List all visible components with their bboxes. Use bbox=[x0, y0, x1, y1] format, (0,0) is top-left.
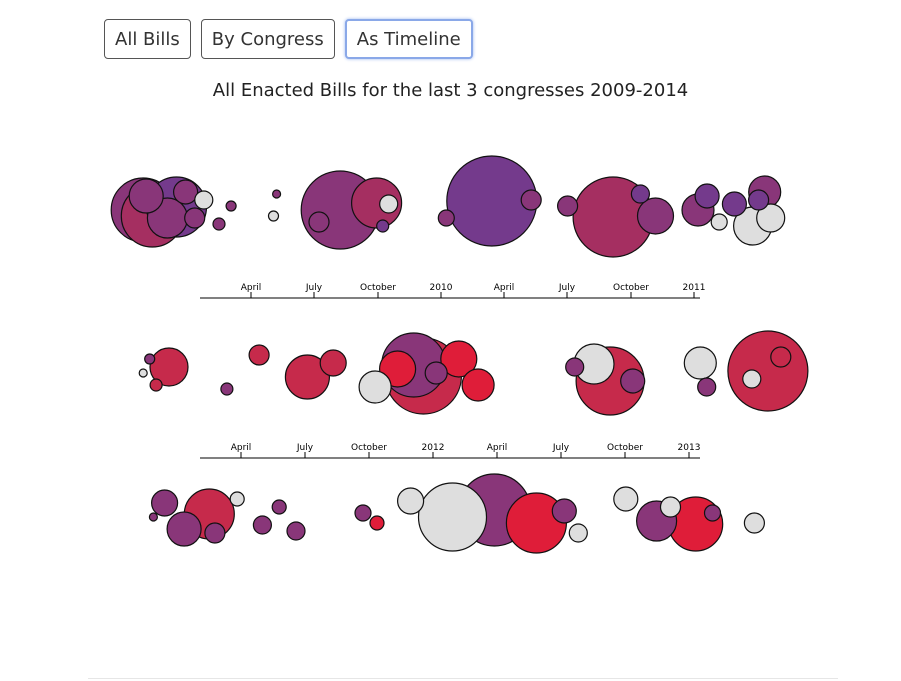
bill-bubble[interactable] bbox=[144, 353, 156, 365]
bill-bubble[interactable] bbox=[636, 197, 675, 235]
bill-bubble[interactable] bbox=[613, 486, 639, 512]
bill-bubble[interactable] bbox=[194, 190, 214, 210]
bill-bubble[interactable] bbox=[212, 217, 226, 231]
congress-row-112 bbox=[138, 330, 809, 416]
bill-bubble[interactable] bbox=[252, 515, 272, 535]
bill-bubble[interactable] bbox=[743, 512, 766, 534]
tick-label: April bbox=[231, 443, 252, 453]
bill-bubble[interactable] bbox=[710, 213, 728, 231]
bill-bubble[interactable] bbox=[397, 487, 425, 515]
bill-bubble[interactable] bbox=[184, 207, 206, 229]
bill-bubble[interactable] bbox=[204, 522, 226, 544]
bill-bubble[interactable] bbox=[354, 504, 372, 522]
tick-label: October bbox=[607, 443, 643, 453]
tick-label: July bbox=[552, 443, 570, 453]
bill-bubble[interactable] bbox=[286, 521, 306, 541]
time-axis-111: April July October 2010 April July October 2011 bbox=[200, 283, 706, 299]
bill-bubble[interactable] bbox=[225, 200, 237, 212]
bill-bubble[interactable] bbox=[358, 370, 392, 404]
bill-bubble[interactable] bbox=[149, 378, 163, 392]
bill-bubble[interactable] bbox=[694, 183, 720, 209]
tick-label: April bbox=[494, 283, 515, 293]
bill-bubble[interactable] bbox=[721, 191, 748, 217]
bill-bubble[interactable] bbox=[424, 361, 448, 385]
bill-bubble[interactable] bbox=[369, 515, 385, 531]
bill-bubble[interactable] bbox=[440, 340, 478, 378]
tick-label: October bbox=[613, 283, 649, 293]
bill-bubble[interactable] bbox=[620, 368, 646, 394]
bill-bubble[interactable] bbox=[229, 491, 245, 507]
bill-bubble[interactable] bbox=[151, 489, 179, 517]
bill-bubble[interactable] bbox=[565, 357, 585, 377]
bill-bubble[interactable] bbox=[149, 347, 189, 387]
tick-label: July bbox=[296, 443, 314, 453]
tick-label: July bbox=[558, 283, 576, 293]
congress-row-113 bbox=[148, 473, 766, 554]
bill-bubble[interactable] bbox=[271, 499, 287, 515]
bill-bubble[interactable] bbox=[697, 377, 717, 397]
bill-bubble[interactable] bbox=[551, 498, 577, 524]
tick-label: 2012 bbox=[422, 443, 445, 453]
bill-bubble[interactable] bbox=[319, 349, 347, 377]
bill-bubble[interactable] bbox=[683, 346, 717, 380]
bill-bubble[interactable] bbox=[272, 189, 282, 199]
congress-row-111 bbox=[110, 155, 786, 258]
bill-bubble[interactable] bbox=[703, 504, 722, 522]
by-congress-button[interactable]: By Congress bbox=[200, 19, 335, 59]
as-timeline-button[interactable]: As Timeline bbox=[344, 19, 473, 59]
time-axis-112: April July October 2012 April July October 2013 bbox=[200, 443, 701, 459]
bill-bubble[interactable] bbox=[747, 189, 770, 211]
bill-bubble[interactable] bbox=[128, 178, 164, 214]
bill-bubble[interactable] bbox=[173, 179, 199, 205]
bill-bubble[interactable] bbox=[417, 482, 488, 552]
bill-bubble[interactable] bbox=[630, 184, 651, 204]
bill-bubble[interactable] bbox=[770, 346, 792, 368]
bill-bubble[interactable] bbox=[284, 354, 330, 400]
tick-label: July bbox=[305, 283, 323, 293]
footer-divider bbox=[88, 678, 838, 679]
bill-bubble[interactable] bbox=[461, 368, 495, 402]
tick-label: April bbox=[241, 283, 262, 293]
bill-bubble[interactable] bbox=[520, 189, 542, 211]
bill-bubble[interactable] bbox=[556, 195, 579, 217]
bill-bubble[interactable] bbox=[166, 511, 202, 547]
bill-bubble[interactable] bbox=[437, 209, 455, 227]
chart-title: All Enacted Bills for the last 3 congres… bbox=[212, 80, 689, 101]
bill-bubble[interactable] bbox=[376, 219, 390, 233]
tick-label: October bbox=[360, 283, 396, 293]
bill-bubble[interactable] bbox=[220, 382, 234, 396]
all-bills-button[interactable]: All Bills bbox=[104, 19, 191, 59]
tick-label: April bbox=[487, 443, 508, 453]
bill-bubble[interactable] bbox=[308, 211, 330, 233]
tick-label: October bbox=[351, 443, 387, 453]
tick-label: 2011 bbox=[683, 283, 706, 293]
bill-bubble[interactable] bbox=[248, 344, 270, 366]
bill-bubble[interactable] bbox=[148, 512, 158, 522]
bill-bubble[interactable] bbox=[659, 496, 682, 518]
bill-bubble[interactable] bbox=[568, 523, 588, 543]
bill-bubble[interactable] bbox=[727, 330, 809, 412]
tick-label: 2013 bbox=[678, 443, 701, 453]
bill-bubble[interactable] bbox=[379, 194, 399, 214]
bill-bubble[interactable] bbox=[742, 369, 762, 389]
bill-bubble[interactable] bbox=[267, 210, 280, 222]
bill-bubble[interactable] bbox=[138, 368, 148, 378]
view-toggle-group: All Bills By Congress As Timeline bbox=[104, 19, 473, 59]
bill-bubble[interactable] bbox=[756, 203, 786, 233]
tick-label: 2010 bbox=[430, 283, 453, 293]
